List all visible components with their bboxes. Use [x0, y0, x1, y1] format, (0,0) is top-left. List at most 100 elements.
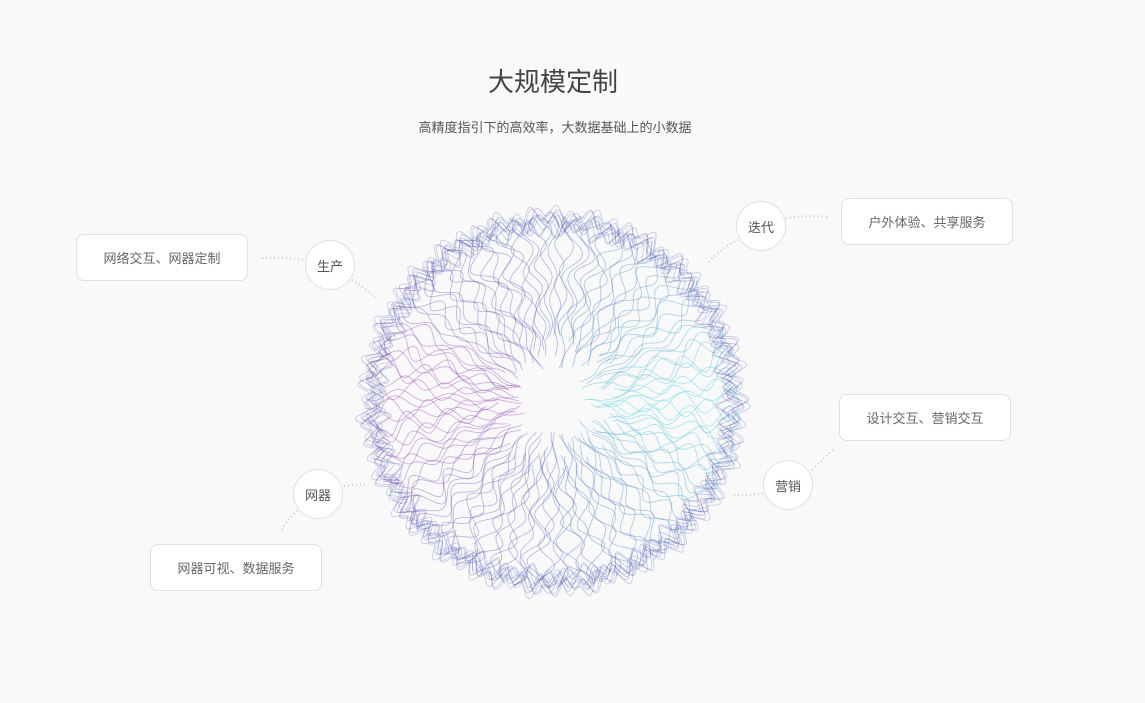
sphere-strand [369, 370, 519, 399]
sphere-strand [541, 432, 563, 589]
sphere-strand [404, 286, 517, 374]
sphere-strand [573, 435, 668, 552]
page-title: 大规模定制 [487, 68, 618, 98]
production-node[interactable]: 生产 [305, 240, 355, 290]
sphere-strand [577, 437, 678, 544]
sphere-strand [365, 395, 522, 410]
sphere-strand [594, 419, 718, 490]
sphere-strand [564, 455, 600, 586]
sphere-strand [393, 303, 518, 379]
sphere-strand [445, 249, 519, 347]
sphere-strand [381, 325, 522, 388]
sphere-strand [457, 431, 537, 564]
sphere-rim [365, 215, 740, 589]
sphere-strand [604, 405, 739, 434]
sphere-strand [413, 429, 522, 530]
device-detail-box: 网器可视、数据服务 [150, 544, 322, 591]
sphere-strand [595, 431, 712, 503]
marketing-node[interactable]: 营销 [763, 460, 813, 510]
sphere-strand [561, 433, 612, 582]
sphere-strand [575, 230, 633, 353]
sphere-rim [365, 215, 743, 590]
sphere-strand [474, 453, 526, 576]
sphere-strand [368, 406, 486, 422]
sphere-strand [561, 225, 612, 368]
sphere-strand [519, 446, 549, 589]
sphere-strand [540, 216, 553, 338]
sphere-strand [410, 442, 511, 521]
sphere-strand [581, 250, 669, 366]
sphere-strand [577, 238, 654, 353]
sphere-strand [367, 363, 514, 397]
sphere-strand [620, 350, 733, 391]
sphere-strand [412, 275, 504, 358]
sphere-strand [598, 309, 717, 376]
sphere-strand [558, 215, 584, 335]
sphere-strand [595, 403, 740, 427]
sphere-strand [514, 450, 546, 586]
sphere-strand [572, 228, 621, 338]
sphere-strand [572, 235, 640, 368]
sphere-strand [584, 461, 640, 569]
sphere-strand [616, 422, 733, 471]
sphere-rim [369, 219, 735, 586]
connectors [261, 215, 835, 531]
sphere-strand [601, 341, 734, 390]
sphere-strand [460, 240, 525, 351]
sphere-strand [560, 455, 594, 584]
sphere-strand [400, 424, 523, 514]
sphere-strand [614, 413, 738, 439]
iteration-node[interactable]: 迭代 [736, 201, 786, 251]
sphere-strand [509, 218, 539, 339]
sphere-strand [366, 405, 487, 437]
sphere-strand [575, 462, 622, 577]
sphere-strand [602, 445, 697, 521]
sphere-strand [481, 221, 544, 370]
sphere-strand [371, 411, 517, 458]
connector-iteration-box [785, 215, 831, 219]
connector-production-sphere [351, 279, 376, 298]
sphere-strand [596, 278, 695, 363]
connector-marketing-sphere [733, 492, 765, 497]
connector-production-box [261, 256, 306, 261]
sphere-strand [604, 342, 734, 388]
sphere-rim [362, 212, 744, 592]
sphere-strand [609, 413, 736, 454]
sphere-rim [355, 204, 751, 600]
sphere-strand [440, 432, 529, 555]
sphere-strand [612, 420, 729, 465]
sphere-strand [582, 388, 740, 414]
sphere-strand [590, 249, 661, 348]
sphere-strand [381, 323, 520, 387]
sphere-strand [382, 436, 496, 489]
sphere-strand [587, 266, 681, 367]
sphere-strand [547, 214, 560, 336]
sphere-strand [591, 433, 693, 526]
sphere-rim [371, 221, 733, 584]
connector-device-sphere [281, 509, 299, 531]
sphere-strand [585, 430, 696, 531]
sphere-strand [424, 265, 511, 357]
sphere-strand [608, 415, 735, 455]
sphere-strand [602, 419, 719, 487]
sphere-strand [371, 408, 515, 447]
sphere-strand [473, 432, 543, 575]
sphere-strand [368, 371, 499, 402]
sphere-strand [508, 455, 543, 586]
marketing-detail-box: 设计交互、营销交互 [839, 394, 1011, 441]
sphere-strand [458, 241, 521, 342]
sphere-strand [552, 432, 569, 589]
sphere-strand [447, 454, 517, 563]
sphere-strand [596, 326, 725, 380]
sphere-strand [559, 434, 605, 582]
sphere-strand [406, 279, 518, 372]
page-subtitle: 高精度指引下的高效率，大数据基础上的小数据 [418, 121, 692, 136]
sphere-strand [604, 378, 740, 401]
connector-device-box [343, 483, 369, 487]
sphere-strand [556, 216, 574, 337]
sphere-strand [598, 265, 688, 357]
sphere-strand [486, 224, 537, 351]
device-node[interactable]: 网器 [293, 469, 343, 519]
sphere-strand [447, 454, 511, 555]
